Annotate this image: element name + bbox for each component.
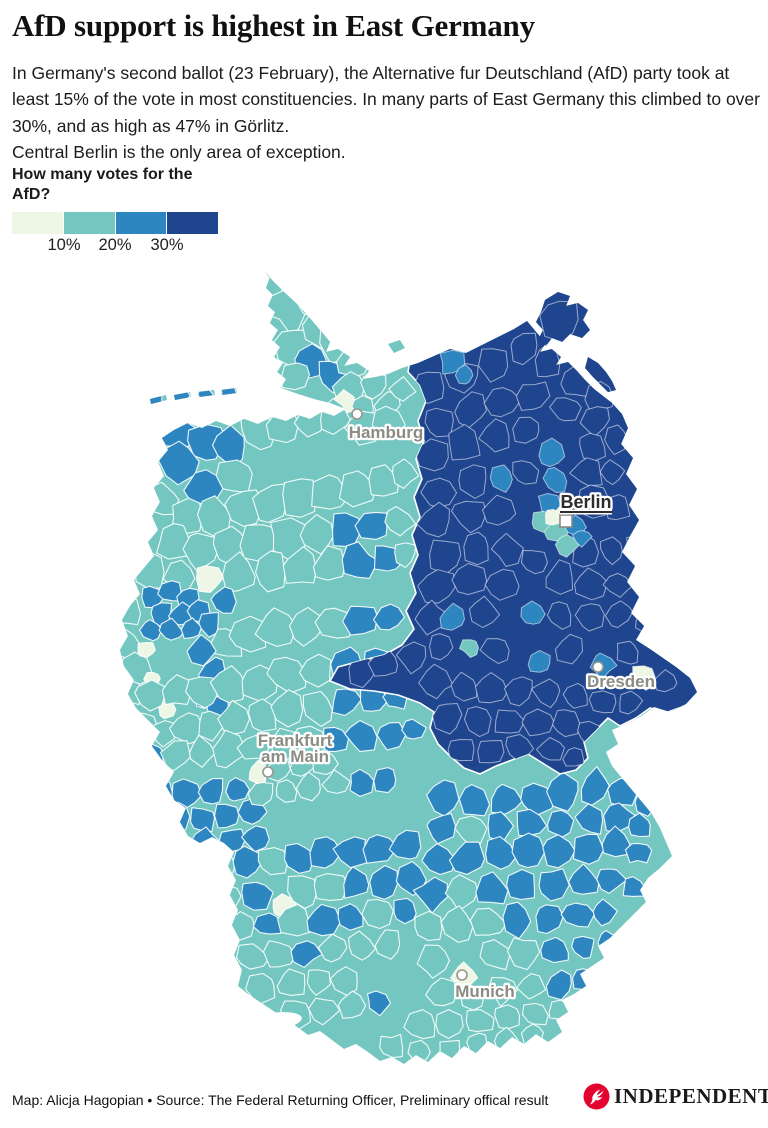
svg-text:Hamburg: Hamburg xyxy=(349,423,424,442)
footer-credit: Map: Alicja Hagopian • Source: The Feder… xyxy=(12,1092,549,1108)
legend-tick-20: 20% xyxy=(98,236,132,254)
legend-tick-10: 10% xyxy=(47,236,81,254)
svg-text:Berlin: Berlin xyxy=(560,492,611,512)
header: AfD support is highest in East Germany xyxy=(12,8,760,44)
city-dresden: Dresden xyxy=(585,661,657,693)
legend-swatch-1 xyxy=(63,212,115,234)
city-munich: Munich xyxy=(453,969,517,1003)
legend-swatch-3 xyxy=(167,212,218,234)
legend-ticks: 10% 20% 30% xyxy=(12,234,218,256)
city-frankfurt-am-main: Frankfurt am Main xyxy=(255,729,335,778)
brand-name: INDEPENDENT xyxy=(614,1084,768,1108)
standfirst: In Germany's second ballot (23 February)… xyxy=(12,60,760,165)
svg-text:Munich: Munich xyxy=(455,982,515,1001)
page-title: AfD support is highest in East Germany xyxy=(12,8,535,43)
legend-tick-30: 30% xyxy=(150,236,184,254)
legend: How many votes for the AfD? 10% 20% 30% xyxy=(12,165,218,256)
footer: Map: Alicja Hagopian • Source: The Feder… xyxy=(12,1092,548,1110)
svg-text:Dresden: Dresden xyxy=(587,672,655,691)
city-berlin: Berlin xyxy=(558,490,614,528)
eagle-icon xyxy=(583,1083,610,1110)
independent-logo: INDEPENDENT xyxy=(583,1083,768,1110)
legend-swatch-0 xyxy=(12,212,63,234)
legend-title: How many votes for the AfD? xyxy=(12,166,193,203)
city-hamburg: Hamburg xyxy=(346,408,426,444)
intro-paragraph-2: Central Berlin is the only area of excep… xyxy=(12,141,346,162)
intro-paragraph: In Germany's second ballot (23 February)… xyxy=(12,63,760,136)
legend-color-scale xyxy=(12,212,218,234)
legend-swatch-2 xyxy=(115,212,167,234)
